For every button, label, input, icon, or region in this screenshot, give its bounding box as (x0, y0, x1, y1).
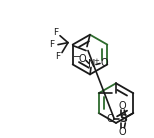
Text: O: O (100, 59, 108, 68)
Text: F: F (55, 52, 61, 61)
Text: O: O (119, 127, 126, 137)
Text: S: S (119, 114, 127, 124)
Text: +: + (93, 59, 99, 64)
Text: O: O (119, 101, 126, 111)
Text: O: O (78, 54, 86, 63)
Text: F: F (53, 28, 59, 37)
Text: N: N (88, 59, 96, 69)
Text: −: − (73, 51, 81, 62)
Text: F: F (49, 40, 55, 49)
Text: O: O (107, 114, 114, 124)
